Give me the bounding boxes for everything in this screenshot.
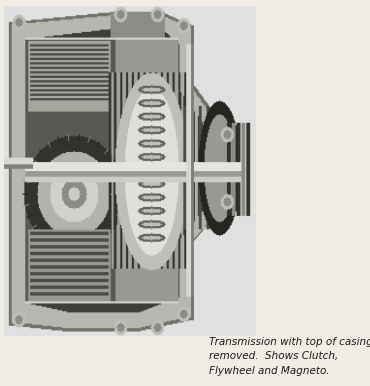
Text: Flywheel and Magneto.: Flywheel and Magneto. <box>209 366 330 376</box>
Text: Transmission with top of casing: Transmission with top of casing <box>209 337 370 347</box>
Text: removed.  Shows Clutch,: removed. Shows Clutch, <box>209 351 338 361</box>
